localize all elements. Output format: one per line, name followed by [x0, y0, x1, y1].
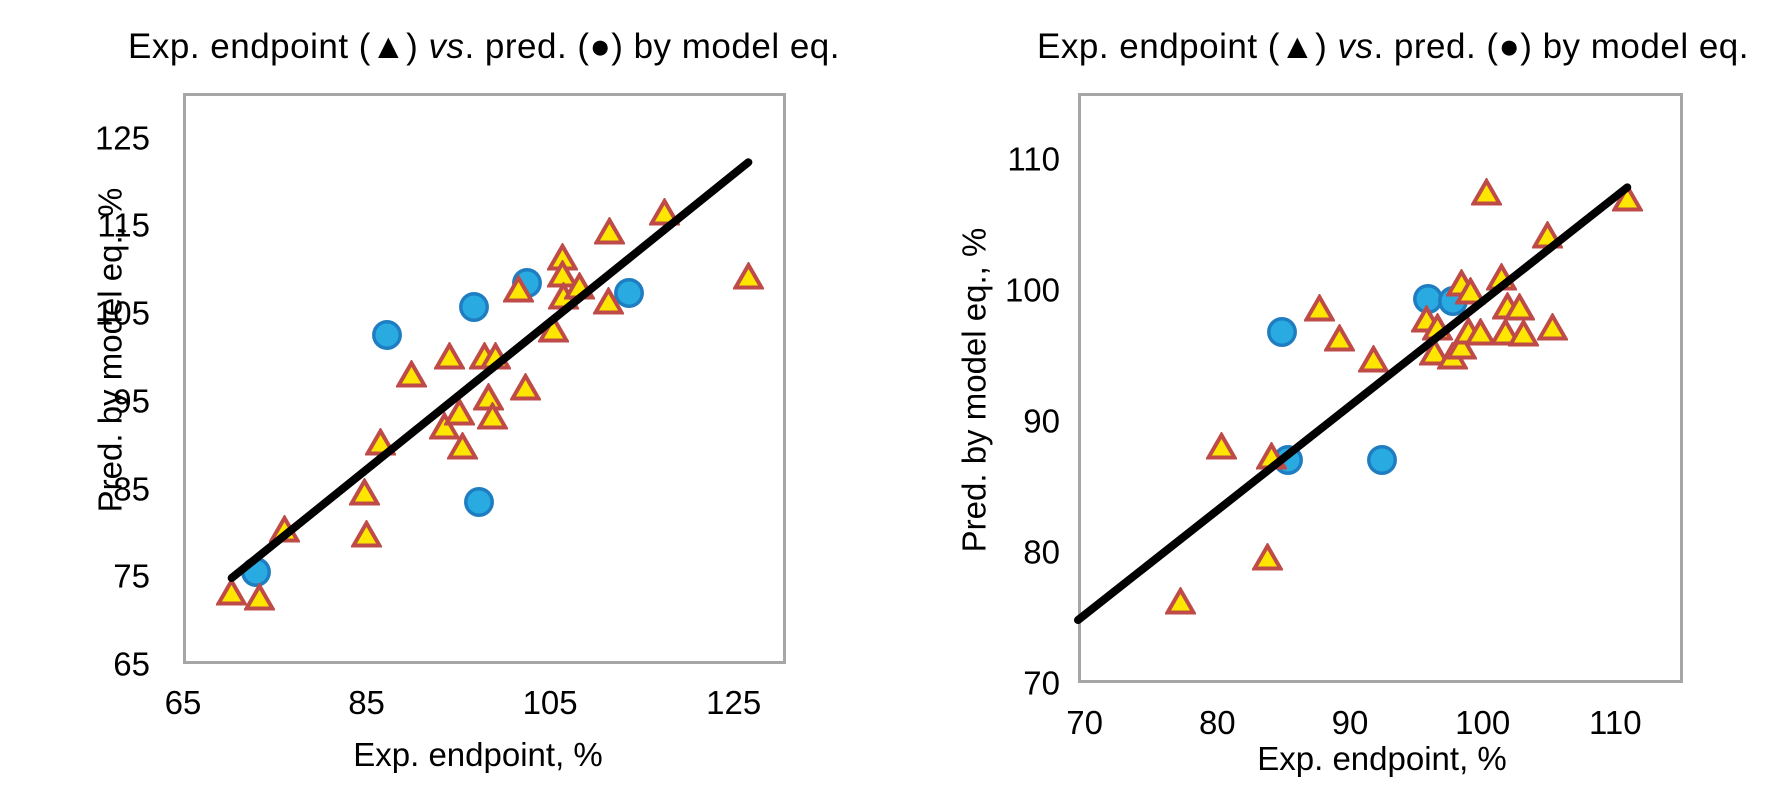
title-segment: . pred. (●) by model eq. — [1373, 27, 1749, 66]
y-tick-label: 90 — [1023, 402, 1060, 440]
y-tick-label: 115 — [97, 206, 150, 244]
chart-right-title: Exp. endpoint (▲) vs. pred. (●) by model… — [1037, 27, 1749, 67]
y-tick-label: 65 — [113, 645, 150, 683]
y-tick-label: 70 — [1023, 664, 1060, 702]
title-segment: Exp. endpoint (▲) — [1037, 27, 1338, 66]
title-segment-italic: vs — [1337, 27, 1374, 66]
x-tick-label: 90 — [1331, 704, 1369, 741]
chart-right-plot-area — [1078, 93, 1683, 683]
y-tick-label: 95 — [113, 382, 150, 420]
chart-left-plot-area — [183, 93, 786, 664]
chart-left-title: Exp. endpoint (▲) vs. pred. (●) by model… — [128, 27, 840, 67]
y-tick-label: 85 — [113, 470, 150, 508]
y-tick-label: 80 — [1023, 533, 1060, 571]
x-tick-label: 110 — [1589, 704, 1642, 741]
x-tick-label: 70 — [1066, 704, 1103, 741]
x-tick-label: 100 — [1455, 704, 1511, 741]
x-tick-label: 105 — [522, 684, 578, 721]
y-tick-label: 125 — [94, 119, 150, 157]
y-tick-label: 110 — [1007, 140, 1060, 178]
x-tick-label: 65 — [164, 684, 202, 721]
chart-right-x-axis-title: Exp. endpoint, % — [1257, 740, 1507, 777]
title-segment-italic: vs — [428, 27, 465, 66]
y-tick-label: 105 — [94, 294, 150, 332]
x-tick-label: 85 — [348, 684, 385, 721]
x-tick-label: 125 — [706, 684, 762, 721]
title-segment: . pred. (●) by model eq. — [464, 27, 840, 66]
chart-left-x-axis-title: Exp. endpoint, % — [353, 736, 603, 773]
x-tick-label: 80 — [1198, 704, 1236, 741]
title-segment: Exp. endpoint (▲) — [128, 27, 429, 66]
y-tick-label: 75 — [113, 557, 150, 595]
y-tick-label: 100 — [1004, 271, 1060, 309]
